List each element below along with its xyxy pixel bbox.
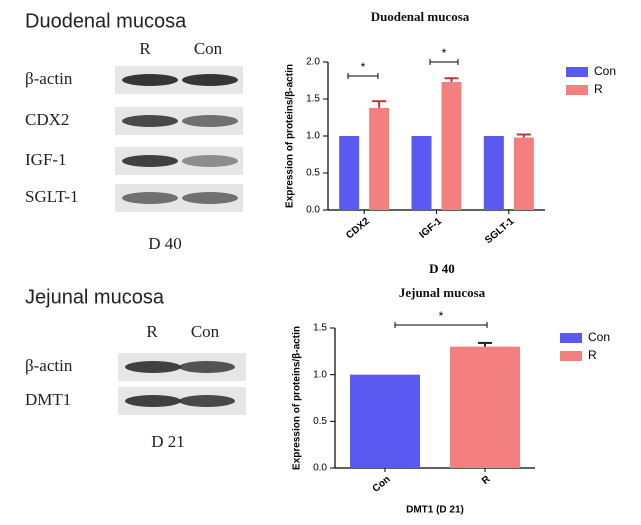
blot-band (182, 115, 238, 127)
row-label: IGF-1 (25, 150, 67, 169)
legend-swatch (566, 67, 588, 77)
blot-band (122, 115, 178, 127)
sig-star: * (439, 309, 444, 323)
lane-label: R (146, 322, 158, 341)
y-tick-label: 1.5 (306, 94, 320, 105)
row-label: CDX2 (25, 110, 69, 129)
blot-band (179, 395, 235, 407)
bar (350, 374, 420, 468)
legend-label: R (594, 82, 603, 96)
legend-swatch (560, 351, 582, 361)
x-axis-label: D 40 (429, 261, 455, 276)
blot-title: Duodenal mucosa (25, 10, 187, 32)
blot-band (122, 155, 178, 167)
row-label: DMT1 (25, 390, 71, 409)
x-tick-label: IGF-1 (417, 216, 444, 241)
row-label: β-actin (25, 69, 73, 88)
bar (411, 136, 432, 210)
x-axis-label: DMT1 (D 21) (406, 505, 464, 516)
blot-day: D 40 (148, 234, 182, 253)
y-tick-label: 2.0 (306, 57, 320, 68)
chart-title: Duodenal mucosa (371, 9, 470, 24)
y-tick-label: 0.0 (313, 463, 327, 474)
y-tick-label: 1.5 (313, 323, 327, 334)
row-label: SGLT-1 (25, 187, 79, 206)
x-tick-label: Con (371, 474, 393, 495)
x-tick-label: CDX2 (344, 216, 372, 242)
bar (369, 107, 390, 210)
bar (450, 346, 520, 468)
y-tick-label: 0.5 (306, 168, 320, 179)
sig-star: * (361, 60, 366, 74)
blot-band (122, 192, 178, 204)
x-tick-label: R (480, 473, 493, 487)
legend-swatch (560, 333, 582, 343)
bar (339, 136, 360, 210)
blot-band (125, 361, 181, 373)
legend-label: R (588, 348, 597, 362)
legend-label: Con (588, 330, 610, 344)
sig-star: * (442, 46, 447, 60)
chart-title: Jejunal mucosa (399, 285, 486, 300)
blot-band (182, 155, 238, 167)
blot-band (182, 74, 238, 86)
blot-band (125, 395, 181, 407)
lane-label: Con (191, 322, 220, 341)
blot-band (182, 192, 238, 204)
bar (483, 136, 504, 210)
lane-label: R (139, 39, 151, 58)
blot-band (179, 361, 235, 373)
blot-title: Jejunal mucosa (25, 286, 165, 308)
y-axis-label: Expression of proteins/β-actin (285, 64, 296, 208)
y-tick-label: 0.0 (306, 205, 320, 216)
blot-day: D 21 (151, 432, 185, 451)
legend-label: Con (594, 64, 616, 78)
y-tick-label: 1.0 (306, 131, 320, 142)
y-axis-label: Expression of proteins/β-actin (292, 326, 303, 470)
lane-label: Con (194, 39, 223, 58)
legend-swatch (566, 85, 588, 95)
bar (441, 81, 462, 210)
blot-band (122, 74, 178, 86)
y-tick-label: 1.0 (313, 369, 327, 380)
bar (513, 137, 534, 210)
x-tick-label: SGLT-1 (483, 216, 517, 247)
y-tick-label: 0.5 (313, 416, 327, 427)
row-label: β-actin (25, 356, 73, 375)
